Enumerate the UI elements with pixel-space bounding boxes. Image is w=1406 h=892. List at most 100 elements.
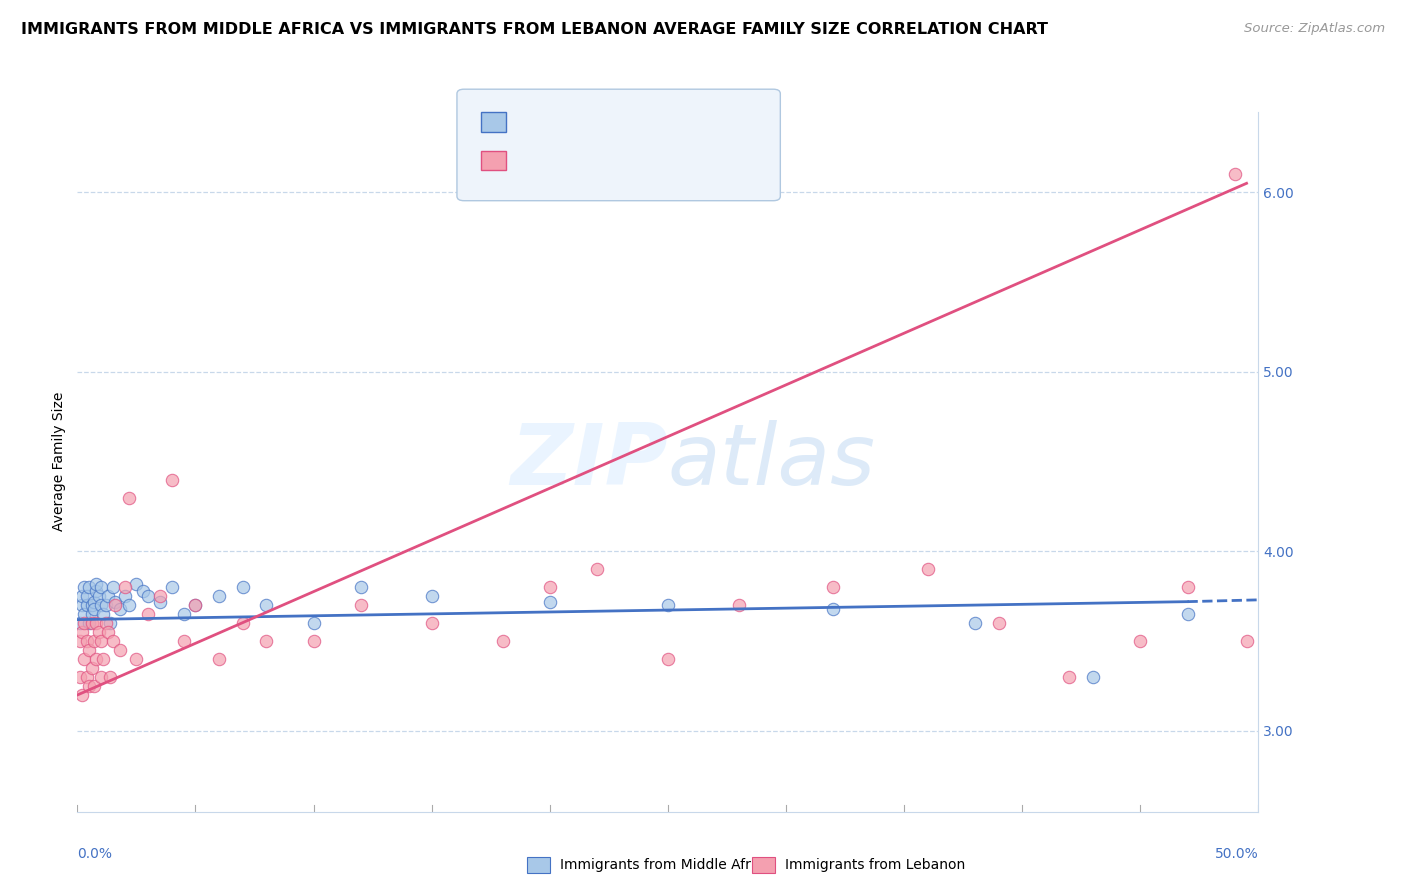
Point xyxy=(149,594,172,608)
Point xyxy=(657,599,679,613)
Point xyxy=(83,602,105,616)
Point xyxy=(69,634,91,648)
Point xyxy=(149,589,172,603)
Point xyxy=(76,634,98,648)
Point xyxy=(90,634,112,648)
Point xyxy=(73,580,96,594)
Point xyxy=(232,616,254,631)
Point xyxy=(84,583,107,598)
Point xyxy=(70,625,93,640)
Point xyxy=(136,607,159,622)
Point xyxy=(77,616,100,631)
Point xyxy=(104,599,127,613)
Point xyxy=(1177,580,1199,594)
Point xyxy=(538,594,561,608)
Y-axis label: Average Family Size: Average Family Size xyxy=(52,392,66,532)
Point xyxy=(114,589,136,603)
Text: Source: ZipAtlas.com: Source: ZipAtlas.com xyxy=(1244,22,1385,36)
Point xyxy=(125,652,148,666)
Point xyxy=(87,625,110,640)
Point xyxy=(73,607,96,622)
Point xyxy=(101,634,124,648)
Point xyxy=(491,634,513,648)
Point xyxy=(420,589,443,603)
Point xyxy=(84,616,107,631)
Text: 50.0%: 50.0% xyxy=(1215,847,1258,861)
Point xyxy=(76,599,98,613)
Point xyxy=(94,616,117,631)
Point xyxy=(94,599,117,613)
Point xyxy=(1059,670,1081,684)
Text: IMMIGRANTS FROM MIDDLE AFRICA VS IMMIGRANTS FROM LEBANON AVERAGE FAMILY SIZE COR: IMMIGRANTS FROM MIDDLE AFRICA VS IMMIGRA… xyxy=(21,22,1047,37)
Point xyxy=(108,643,131,657)
Point xyxy=(69,670,91,684)
Point xyxy=(350,580,373,594)
Point xyxy=(823,602,845,616)
Point xyxy=(83,679,105,693)
Point xyxy=(254,634,277,648)
Point xyxy=(208,589,231,603)
Point xyxy=(84,652,107,666)
Point xyxy=(73,616,96,631)
Text: R = 0.082   N = 46: R = 0.082 N = 46 xyxy=(520,113,690,131)
Point xyxy=(76,589,98,603)
Text: ZIP: ZIP xyxy=(510,420,668,503)
Point xyxy=(160,580,183,594)
Point xyxy=(90,580,112,594)
Point xyxy=(118,599,141,613)
Point xyxy=(90,670,112,684)
Point xyxy=(586,562,609,576)
Point xyxy=(963,616,986,631)
Point xyxy=(173,634,195,648)
Text: Immigrants from Lebanon: Immigrants from Lebanon xyxy=(785,858,965,872)
Point xyxy=(727,599,749,613)
Point xyxy=(70,599,93,613)
Point xyxy=(184,599,207,613)
Point xyxy=(80,607,103,622)
Point xyxy=(125,576,148,591)
Point xyxy=(69,616,91,631)
Point xyxy=(70,688,93,702)
Point xyxy=(1223,167,1246,181)
Point xyxy=(97,589,120,603)
Point xyxy=(108,602,131,616)
Point xyxy=(100,616,122,631)
Point xyxy=(90,599,112,613)
Point xyxy=(302,616,325,631)
Point xyxy=(160,473,183,487)
Point xyxy=(350,599,373,613)
Point xyxy=(84,576,107,591)
Point xyxy=(132,583,155,598)
Point xyxy=(254,599,277,613)
Point xyxy=(657,652,679,666)
Point xyxy=(1236,634,1258,648)
Point xyxy=(173,607,195,622)
Point xyxy=(97,625,120,640)
Text: R = 0.739   N = 53: R = 0.739 N = 53 xyxy=(520,152,690,169)
Point xyxy=(538,580,561,594)
Point xyxy=(1129,634,1152,648)
Point xyxy=(77,679,100,693)
Point xyxy=(76,670,98,684)
Point xyxy=(80,661,103,675)
Point xyxy=(80,599,103,613)
Text: 0.0%: 0.0% xyxy=(77,847,112,861)
Point xyxy=(73,652,96,666)
Text: Immigrants from Middle Africa: Immigrants from Middle Africa xyxy=(560,858,770,872)
Point xyxy=(1177,607,1199,622)
Point xyxy=(83,594,105,608)
Text: atlas: atlas xyxy=(668,420,876,503)
Point xyxy=(987,616,1010,631)
Point xyxy=(302,634,325,648)
Point xyxy=(208,652,231,666)
Point xyxy=(136,589,159,603)
Point xyxy=(101,580,124,594)
Point xyxy=(104,594,127,608)
Point xyxy=(77,580,100,594)
Point xyxy=(83,634,105,648)
Point xyxy=(114,580,136,594)
Point xyxy=(1081,670,1104,684)
Point xyxy=(77,643,100,657)
Point xyxy=(184,599,207,613)
Point xyxy=(91,652,114,666)
